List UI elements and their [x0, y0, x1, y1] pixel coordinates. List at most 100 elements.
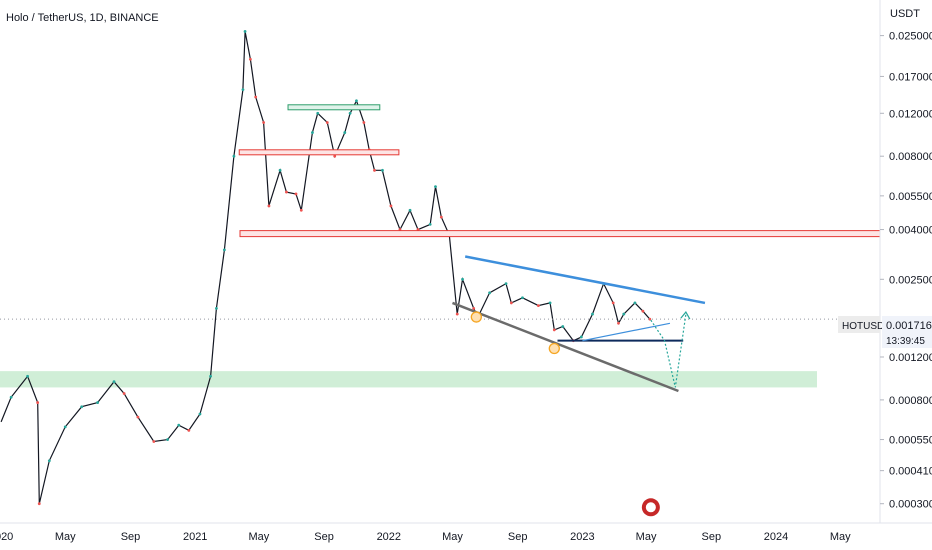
price-point	[215, 306, 218, 310]
price-point	[509, 301, 513, 305]
inner-trendline	[582, 322, 671, 342]
price-point	[579, 335, 583, 339]
price-tick-label: 0.000550	[889, 435, 932, 447]
price-point	[316, 111, 320, 115]
price-point	[561, 325, 565, 328]
price-point	[343, 131, 347, 134]
last-price-value: 0.001716	[886, 320, 932, 332]
price-tick-label: 0.025000	[889, 31, 932, 43]
time-tick-label: Sep	[508, 531, 528, 543]
price-point	[112, 380, 116, 384]
price-point	[26, 374, 29, 378]
time-tick-label: May	[830, 531, 851, 543]
price-line	[0, 31, 651, 504]
price-tick-label: 0.004000	[889, 225, 932, 237]
price-axis[interactable]: 0.025000 0.017000 0.012000 0.008000 0.005500…	[880, 31, 932, 511]
time-axis[interactable]: 2020 May Sep 2021 May Sep 2022 May Sep 2023 May Sep…	[0, 531, 851, 543]
price-point	[248, 57, 252, 61]
price-point	[285, 190, 288, 194]
price-point	[504, 282, 508, 286]
price-point	[648, 317, 652, 321]
price-point	[267, 204, 271, 208]
time-tick-label: Sep	[702, 531, 722, 543]
price-point	[408, 208, 412, 212]
price-point	[63, 425, 67, 429]
price-point	[348, 111, 352, 115]
price-point	[80, 405, 84, 409]
price-point	[333, 154, 337, 158]
last-price-symbol-bg	[838, 316, 880, 333]
price-point	[209, 374, 212, 378]
price-tick-label: 0.002500	[889, 274, 932, 286]
price-tick-label: 0.000300	[889, 499, 932, 511]
price-point	[241, 88, 245, 92]
chart-title: Holo / TetherUS, 1D, BINANCE	[6, 12, 159, 24]
price-point	[461, 277, 464, 281]
price-point	[122, 392, 126, 395]
price-series	[0, 30, 880, 506]
price-point	[96, 401, 100, 404]
price-point	[36, 401, 40, 404]
price-point	[232, 154, 236, 158]
last-price-badge: HOTUSDT 0.001716 13:39:45	[838, 316, 932, 348]
resistance-zone-green	[287, 104, 381, 111]
projection-arrowhead	[680, 311, 691, 320]
time-tick-label: 2022	[377, 531, 401, 543]
price-point	[9, 395, 13, 399]
price-point	[472, 306, 476, 310]
price-point	[187, 428, 191, 432]
price-point	[278, 168, 282, 172]
price-point	[325, 121, 329, 124]
price-point	[47, 459, 51, 463]
chart-zones	[0, 371, 817, 388]
price-point	[152, 440, 156, 443]
price-point	[641, 309, 645, 313]
price-point	[243, 30, 247, 33]
price-point	[622, 312, 626, 316]
price-point	[311, 131, 314, 134]
chart-markers	[470, 311, 660, 517]
price-point	[262, 121, 266, 124]
price-tick-label: 0.001200	[889, 352, 932, 364]
time-tick-label: May	[248, 531, 269, 543]
projection-path	[650, 314, 687, 388]
last-price-countdown: 13:39:45	[886, 336, 925, 347]
price-point	[373, 168, 376, 172]
price-point	[521, 296, 524, 300]
time-tick-label: 2024	[764, 531, 788, 543]
price-point	[294, 192, 298, 196]
last-price-symbol: HOTUSDT	[842, 321, 890, 332]
price-point	[222, 248, 226, 252]
last-price-box	[882, 316, 932, 348]
price-axis-currency: USDT	[890, 8, 920, 20]
price-tick-label: 0.000410	[889, 466, 932, 478]
time-tick-label: 2021	[183, 531, 207, 543]
upper-trendline	[464, 255, 706, 305]
event-marker-inner	[645, 502, 656, 513]
touch-marker	[470, 311, 482, 323]
time-tick-label: Sep	[314, 531, 334, 543]
time-tick-label: May	[636, 531, 657, 543]
time-tick-label: 2023	[570, 531, 594, 543]
time-tick-label: May	[55, 531, 76, 543]
price-point	[355, 99, 358, 103]
price-tick-label: 0.017000	[889, 71, 932, 83]
price-point	[37, 502, 41, 506]
resistance-zone-red	[238, 149, 400, 156]
price-tick-label: 0.000800	[889, 395, 932, 407]
price-point	[591, 312, 594, 316]
price-tick-label: 0.005500	[889, 191, 932, 203]
price-point	[362, 121, 366, 124]
price-point	[381, 168, 384, 172]
resistance-line	[239, 230, 881, 238]
price-point	[536, 304, 540, 308]
price-point	[299, 208, 303, 212]
price-point	[439, 215, 443, 219]
price-point	[633, 301, 637, 305]
price-point	[434, 185, 437, 189]
touch-marker	[548, 342, 560, 355]
time-tick-label: May	[442, 531, 463, 543]
lower-trendline	[452, 301, 679, 393]
